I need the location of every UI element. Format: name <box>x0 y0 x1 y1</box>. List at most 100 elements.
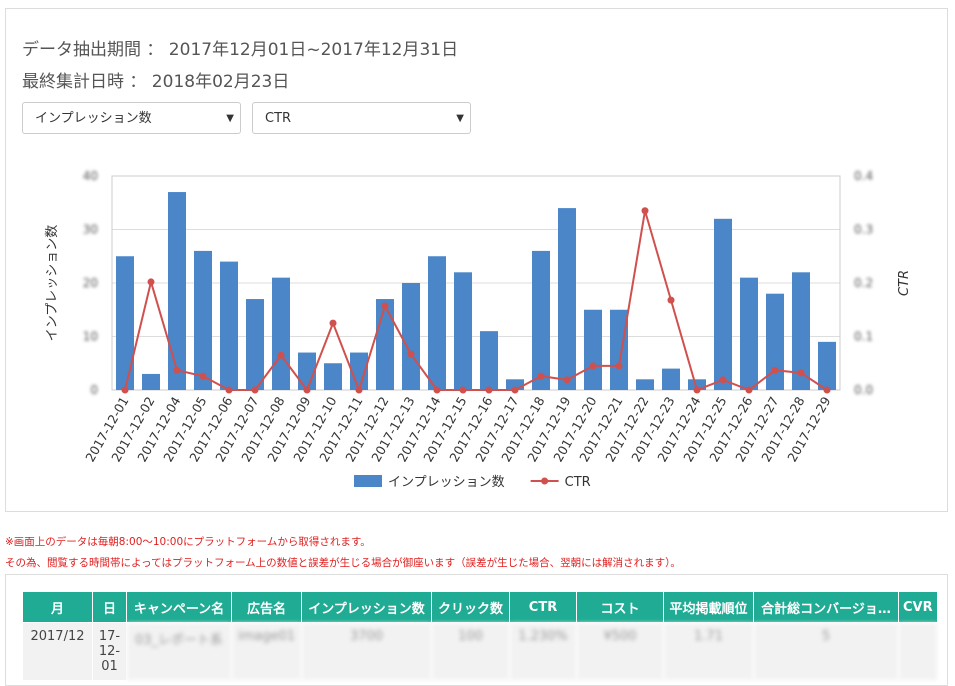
point <box>745 386 753 394</box>
bar <box>610 309 628 390</box>
point <box>771 366 779 374</box>
point <box>537 372 545 380</box>
point <box>225 386 233 394</box>
bar <box>818 341 836 390</box>
y2-tick-label: 0.4 <box>854 169 873 183</box>
cell: 3700 <box>301 622 432 681</box>
point <box>407 350 415 358</box>
bar <box>766 293 784 390</box>
y2-tick-label: 0.0 <box>854 383 873 397</box>
point <box>641 207 649 215</box>
point <box>433 386 441 394</box>
select-text: インプレッション数 <box>35 111 152 126</box>
bar <box>376 299 394 390</box>
cell: 1.230% <box>509 622 577 681</box>
bar <box>792 272 810 390</box>
point <box>277 351 285 359</box>
y-axis-label: インプレッション数 <box>45 225 60 342</box>
column-header: CTR <box>509 591 577 623</box>
bar <box>142 373 160 390</box>
bar <box>220 261 238 390</box>
y2-tick-label: 0.2 <box>854 276 873 290</box>
point <box>615 362 623 370</box>
bar <box>402 283 420 390</box>
y2-axis-label: CTR <box>897 270 912 296</box>
select-text: CTR <box>265 111 292 126</box>
bar <box>584 309 602 390</box>
updated: 最終集計日時 ： 2018年02月23日 <box>22 72 290 92</box>
y-tick-label: 30 <box>83 223 98 237</box>
bar <box>506 379 524 390</box>
cell: 100 <box>431 622 510 681</box>
bar <box>428 256 446 390</box>
bar <box>740 277 758 390</box>
point <box>563 376 571 384</box>
column-header: 日 <box>92 591 127 623</box>
bar <box>324 363 342 390</box>
cell: 17-12-01 <box>92 622 127 681</box>
note: ※画面上のデータは毎朝8:00～10:00にプラットフォームから取得されます。 <box>5 536 371 548</box>
cell: 2017/12 <box>22 622 93 681</box>
column-header: CVR <box>898 591 938 623</box>
y2-tick-label: 0.1 <box>854 330 873 344</box>
y-tick-label: 0 <box>90 383 98 397</box>
point <box>199 372 207 380</box>
y-tick-label: 10 <box>83 330 98 344</box>
point <box>693 386 701 394</box>
column-header: キャンペーン名 <box>126 591 232 623</box>
bar <box>454 272 472 390</box>
cell <box>898 622 938 681</box>
cell: image01 <box>231 622 302 681</box>
column-header: 月 <box>22 591 93 623</box>
cell: ¥500 <box>576 622 664 681</box>
legend-swatch <box>541 477 549 485</box>
legend-label: CTR <box>565 475 591 490</box>
bar <box>480 331 498 390</box>
column-header: 広告名 <box>231 591 302 623</box>
point <box>459 386 467 394</box>
point <box>719 376 727 384</box>
y2-tick-label: 0.3 <box>854 223 873 237</box>
column-header: 合計総コンバージョ… <box>753 591 899 623</box>
table-panel: 月日キャンペーン名 広告名 インプレッション数 クリック数 CTR コスト 平均掲載順位 合計… <box>5 574 948 686</box>
point <box>251 386 259 394</box>
bar <box>168 192 186 390</box>
metric-select[interactable]: インプレッション数 ▼ <box>22 102 241 134</box>
point <box>121 386 129 394</box>
point <box>589 362 597 370</box>
table: 月日キャンペーン名 広告名 インプレッション数 クリック数 CTR コスト 平均掲載順位 合計… <box>22 591 938 681</box>
note: その為、閲覧する時間帯によってはプラットフォーム上の数値と誤差が生じる場合が御座… <box>5 557 681 569</box>
bar <box>636 379 654 390</box>
cell: 1.71 <box>663 622 754 681</box>
y-tick-label: 20 <box>83 276 98 290</box>
bar <box>558 208 576 390</box>
bar <box>714 218 732 390</box>
legend-label: インプレッション数 <box>388 475 505 490</box>
point <box>381 302 389 310</box>
column-header: インプレッション数 <box>301 591 432 623</box>
bar <box>688 379 706 390</box>
bar <box>194 250 212 390</box>
bar <box>532 250 550 390</box>
point <box>355 386 363 394</box>
point <box>485 386 493 394</box>
chart-panel: データ抽出期間 ： 2017年12月01日~2017年12月31日 最終集計日時… <box>5 8 948 512</box>
bar <box>116 256 134 390</box>
column-header: コスト <box>576 591 664 623</box>
y-tick-label: 40 <box>83 169 98 183</box>
point <box>667 296 675 304</box>
point <box>173 366 181 374</box>
bar <box>272 277 290 390</box>
period: データ抽出期間 ： 2017年12月01日~2017年12月31日 <box>22 40 459 60</box>
point <box>823 386 831 394</box>
column-header: クリック数 <box>431 591 510 623</box>
point <box>147 278 155 286</box>
point <box>303 386 311 394</box>
bar <box>246 299 264 390</box>
metric-select[interactable]: CTR ▼ <box>252 102 471 134</box>
point <box>511 386 519 394</box>
point <box>329 319 337 327</box>
row: 2017/12 17-12-01 03_レポート系 image01 3700 100 1.2… <box>22 622 938 681</box>
